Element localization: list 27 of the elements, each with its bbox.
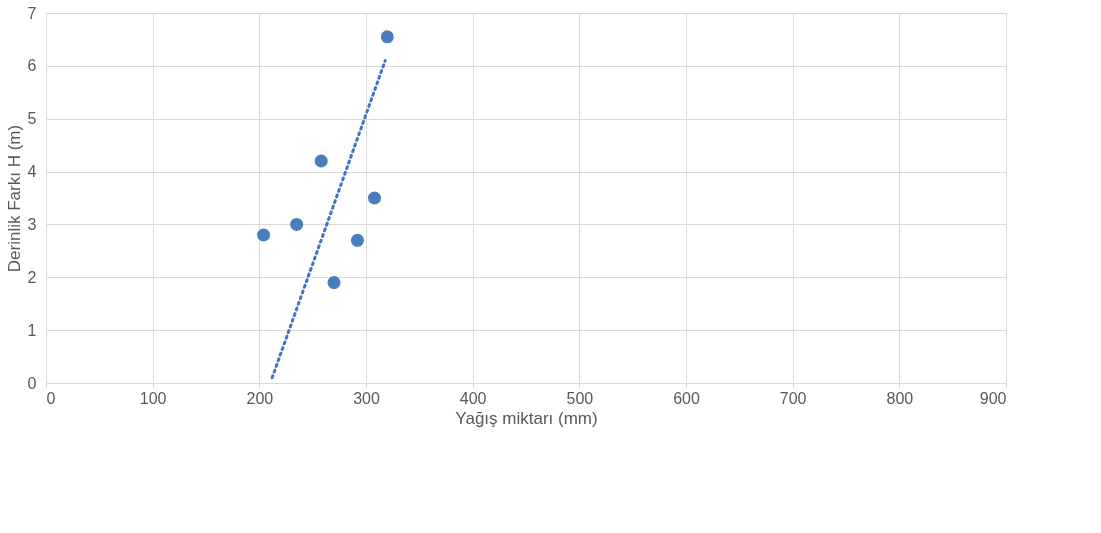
point bbox=[368, 191, 382, 205]
x-tick-label: 0 bbox=[46, 389, 56, 407]
point bbox=[257, 228, 271, 242]
y-axis-title: Derinlik Farkı H (m) bbox=[4, 124, 24, 273]
y-tick-label: 0 bbox=[27, 374, 37, 392]
x-tick-label: 100 bbox=[139, 389, 167, 407]
y-tick-label: 1 bbox=[27, 321, 37, 339]
point bbox=[314, 154, 328, 168]
x-tick-label: 700 bbox=[779, 389, 807, 407]
y-tick-label: 6 bbox=[27, 57, 37, 75]
x-tick-label: 400 bbox=[459, 389, 487, 407]
x-tick-label: 300 bbox=[353, 389, 380, 407]
point bbox=[380, 30, 394, 44]
point bbox=[290, 217, 304, 231]
x-tick-label: 500 bbox=[566, 389, 594, 407]
y-tick-label: 5 bbox=[27, 110, 37, 128]
point bbox=[350, 233, 364, 247]
x-tick-label: 600 bbox=[673, 389, 700, 407]
x-axis-title: Yağış miktarı (mm) bbox=[455, 408, 598, 428]
y-tick-label: 3 bbox=[27, 215, 37, 233]
x-tick-label: 800 bbox=[886, 389, 914, 407]
x-tick-label: 200 bbox=[246, 389, 274, 407]
x-tick-label: 900 bbox=[979, 389, 1007, 407]
point bbox=[327, 276, 341, 290]
y-tick-label: 2 bbox=[27, 268, 37, 286]
y-tick-label: 7 bbox=[27, 4, 37, 22]
y-tick-label: 4 bbox=[27, 163, 37, 181]
